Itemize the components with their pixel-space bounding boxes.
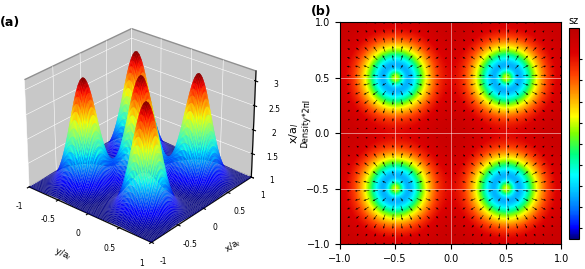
Text: (b): (b) (311, 5, 332, 18)
Text: (a): (a) (0, 16, 20, 29)
X-axis label: y/a$_l$: y/a$_l$ (52, 245, 74, 264)
Y-axis label: x/a$_l$: x/a$_l$ (287, 122, 301, 144)
Y-axis label: x/a$_l$: x/a$_l$ (222, 236, 244, 256)
Title: sz: sz (569, 16, 579, 26)
